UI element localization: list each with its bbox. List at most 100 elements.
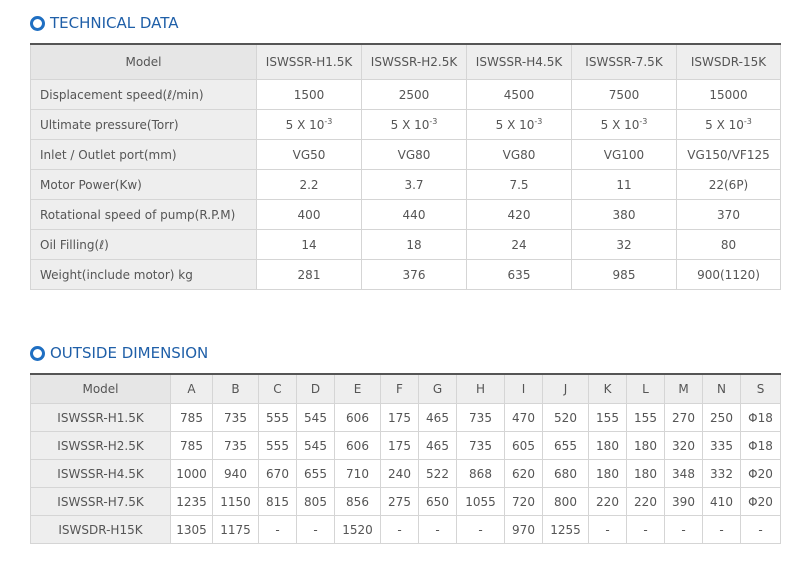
table-cell: 520 (542, 403, 589, 432)
table-cell: 376 (361, 259, 467, 290)
table-cell: 1055 (456, 487, 505, 516)
table-cell: 5 X 10-3 (676, 109, 781, 140)
model-header: Model (30, 43, 257, 80)
table-cell: 900(1120) (676, 259, 781, 290)
exponent: -3 (743, 117, 752, 126)
row-label: Weight(include motor) kg (30, 259, 257, 290)
table-cell: 32 (571, 229, 677, 260)
table-cell: 605 (504, 431, 543, 460)
table-row: Inlet / Outlet port(mm) VG50 VG80 VG80 VG100… (30, 139, 781, 170)
table-cell: VG80 (361, 139, 467, 170)
cell-value: 635 (507, 267, 531, 282)
cell-value: 15000 (709, 87, 748, 102)
table-cell: 348 (664, 459, 703, 488)
cell-value: 281 (297, 267, 321, 282)
table-cell: 710 (334, 459, 381, 488)
table-cell: 800 (542, 487, 589, 516)
table-cell: - (380, 515, 419, 544)
column-header: E (334, 373, 381, 404)
table-cell: 680 (542, 459, 589, 488)
table-cell: 24 (466, 229, 572, 260)
column-header: I (504, 373, 543, 404)
table-cell: 555 (258, 431, 297, 460)
cell-value: 22(6P) (708, 177, 749, 192)
table-cell: 390 (664, 487, 703, 516)
table-cell: 80 (676, 229, 781, 260)
cell-value: 420 (507, 207, 531, 222)
column-header: N (702, 373, 741, 404)
table-cell: 175 (380, 431, 419, 460)
table-cell: 785 (170, 431, 213, 460)
cell-value: 32 (616, 237, 632, 252)
table-cell: - (258, 515, 297, 544)
table-cell: 18 (361, 229, 467, 260)
cell-value: 7.5 (509, 177, 529, 192)
table-cell: - (702, 515, 741, 544)
cell-value: 2500 (398, 87, 430, 102)
table-row: Motor Power(Kw) 2.2 3.7 7.5 11 22(6P) (30, 169, 781, 200)
row-label: ISWSSR-H7.5K (30, 487, 171, 516)
table-cell: 1520 (334, 515, 381, 544)
table-cell: VG50 (256, 139, 362, 170)
table-cell: 175 (380, 403, 419, 432)
table-cell: - (588, 515, 627, 544)
table-cell: 1235 (170, 487, 213, 516)
column-header: G (418, 373, 457, 404)
table-cell: 270 (664, 403, 703, 432)
technical-data-title: TECHNICAL DATA (50, 14, 179, 32)
table-cell: 320 (664, 431, 703, 460)
technical-data-table: Model ISWSSR-H1.5K ISWSSR-H2.5K ISWSSR-H… (30, 43, 781, 290)
exponent: -3 (429, 117, 438, 126)
table-cell: 940 (212, 459, 259, 488)
outside-dimension-title: OUTSIDE DIMENSION (50, 344, 209, 362)
cell-value: VG100 (603, 147, 645, 162)
cell-value: 4500 (503, 87, 535, 102)
table-cell: 7.5 (466, 169, 572, 200)
table-cell: 3.7 (361, 169, 467, 200)
cell-value: 440 (402, 207, 426, 222)
table-row: ISWSSR-H2.5K 785 735 555 545 606 175 465 735 605 6… (30, 431, 781, 460)
table-cell: - (456, 515, 505, 544)
row-label: ISWSSR-H2.5K (30, 431, 171, 460)
table-cell: 370 (676, 199, 781, 230)
table-cell: 522 (418, 459, 457, 488)
table-cell: Φ18 (740, 431, 781, 460)
table-cell: 1150 (212, 487, 259, 516)
column-header: K (588, 373, 627, 404)
table-cell: 2.2 (256, 169, 362, 200)
table-cell: VG150/VF125 (676, 139, 781, 170)
model-header: Model (30, 373, 171, 404)
cell-value: VG150/VF125 (687, 147, 770, 162)
table-cell: 180 (588, 431, 627, 460)
table-cell: 275 (380, 487, 419, 516)
table-row: Oil Filling(ℓ) 14 18 24 32 80 (30, 229, 781, 260)
cell-value: 24 (511, 237, 527, 252)
table-cell: 335 (702, 431, 741, 460)
table-cell: 240 (380, 459, 419, 488)
table-cell: 2500 (361, 79, 467, 110)
row-label: ISWSSR-H1.5K (30, 403, 171, 432)
table-cell: - (296, 515, 335, 544)
table-row: ISWSSR-H7.5K 1235 1150 815 805 856 275 650 1055 7… (30, 487, 781, 516)
exponent: -3 (324, 117, 333, 126)
cell-value: 3.7 (404, 177, 424, 192)
table-row: ISWSDR-H15K 1305 1175- -1520- - -970 1255- - - - - (30, 515, 781, 544)
technical-header-row: Model ISWSSR-H1.5K ISWSSR-H2.5K ISWSSR-H… (30, 43, 781, 80)
outside-dimension-heading: OUTSIDE DIMENSION (30, 344, 208, 362)
cell-value: 14 (301, 237, 317, 252)
table-cell: 14 (256, 229, 362, 260)
table-cell: 5 X 10-3 (256, 109, 362, 140)
cell-value: 900(1120) (697, 267, 760, 282)
table-cell: 11 (571, 169, 677, 200)
table-cell: 180 (626, 431, 665, 460)
table-cell: 815 (258, 487, 297, 516)
table-cell: 545 (296, 431, 335, 460)
table-cell: 465 (418, 431, 457, 460)
column-header: M (664, 373, 703, 404)
cell-value: 376 (402, 267, 426, 282)
table-cell: Φ20 (740, 487, 781, 516)
table-cell: 635 (466, 259, 572, 290)
cell-value: 400 (297, 207, 321, 222)
table-cell: Φ20 (740, 459, 781, 488)
